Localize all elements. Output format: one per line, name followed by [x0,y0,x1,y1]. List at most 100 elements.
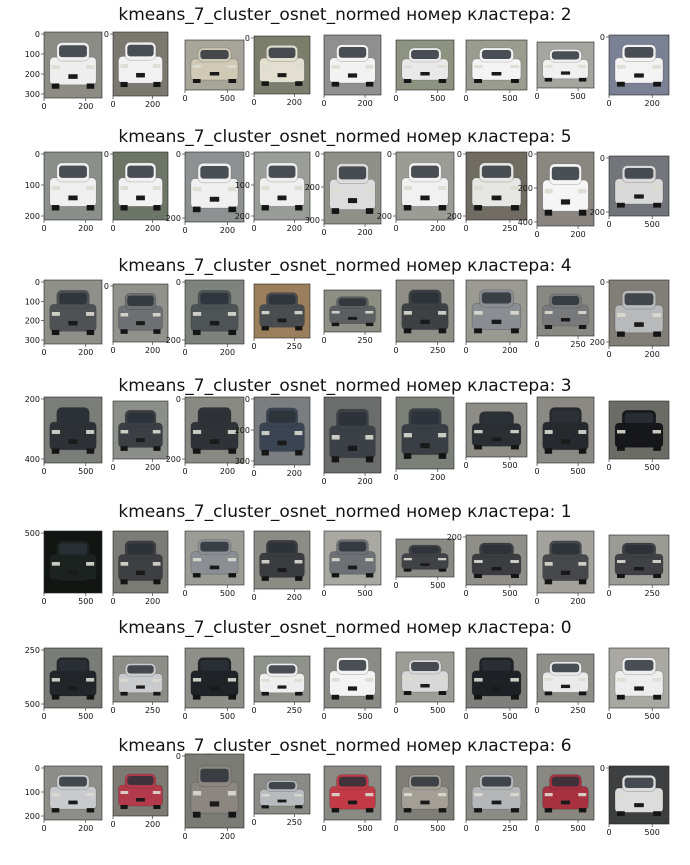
x-tick-label: 500 [502,712,517,721]
x-tick-label: 0 [251,593,256,602]
car-thumbnail: 0 500 [463,647,528,721]
x-tick-label: 0 [251,469,256,478]
x-tick-label: 0 [534,706,539,715]
x-tick-label: 200 [220,226,235,235]
axes-frame [112,283,169,343]
car-thumbnail: 0 200 0 100 200 300 [25,278,103,357]
x-tick-label: 250 [502,824,517,833]
x-tick-label: 0 [606,350,611,359]
x-tick-label: 500 [220,712,235,721]
x-tick-label: 250 [502,224,517,233]
y-tick-label: 0 [387,150,392,159]
y-tick-label: 100 [235,181,250,190]
y-tick-label: 300 [305,216,320,225]
car-thumbnail: 0 250 [606,534,670,598]
x-tick-label: 0 [534,92,539,101]
x-tick-label: 500 [502,94,517,103]
axes-frame [465,39,528,91]
axes-frame [323,647,382,709]
car-thumbnail: 0 500 0 [600,764,670,837]
axes-frame [253,283,311,339]
car-thumbnail: 0 250 [534,653,595,715]
x-tick-label: 0 [110,597,115,606]
car-thumbnail: 0 500 [606,647,670,721]
x-tick-label: 0 [110,224,115,233]
y-tick-label: 0 [35,30,40,39]
y-tick-label: 500 [25,529,40,538]
car-thumbnail: 0 250 [463,765,528,833]
x-tick-label: 0 [393,706,398,715]
x-tick-label: 200 [145,597,160,606]
axes-frame [323,289,382,333]
y-tick-label: 200 [305,183,320,192]
car-thumbnail: 0 250 [321,289,382,345]
axes-frame [536,530,595,594]
x-tick-label: 500 [645,463,660,472]
axes-frame [43,396,103,464]
y-tick-label: 100 [25,181,40,190]
x-tick-label: 500 [357,589,372,598]
x-tick-label: 0 [321,712,326,721]
car-thumbnail: 0 500 [463,402,528,470]
y-tick-label: 0 [315,150,320,159]
y-tick-label: 0 [245,150,250,159]
x-tick-label: 0 [41,824,46,833]
x-tick-label: 250 [145,706,160,715]
car-thumbnail: 0 200 [110,400,169,472]
car-thumbnail: 0 250 [110,655,169,715]
car-thumbnail: 0 500 [182,39,245,103]
axes-frame [608,279,670,347]
x-tick-label: 0 [393,581,398,590]
x-tick-label: 200 [430,473,445,482]
x-tick-label: 0 [110,706,115,715]
y-tick-label: 0 [104,30,109,39]
car-thumbnail: 0 200 0 [104,150,169,233]
axes-frame [608,647,670,709]
axes-frame [43,530,103,594]
axes-frame [253,655,311,703]
x-tick-label: 200 [357,99,372,108]
x-tick-label: 200 [145,820,160,829]
axes-frame [43,151,103,221]
y-tick-label: 200 [377,212,392,221]
cluster-title: kmeans_7_cluster_osnet_normed номер клас… [118,127,571,147]
axes-frame [184,279,245,345]
x-tick-label: 500 [570,92,585,101]
axes-frame [112,765,169,817]
x-tick-label: 200 [145,346,160,355]
y-tick-label: 0 [104,282,109,291]
car-thumbnail: 0 500 [534,765,595,833]
car-thumbnail: 0 200 0 200 300 [305,150,382,237]
x-tick-label: 0 [534,340,539,349]
y-tick-label: 0 [35,150,40,159]
x-tick-label: 0 [251,342,256,351]
y-tick-label: 0 [528,150,533,159]
x-tick-label: 200 [287,469,302,478]
axes-frame [465,647,528,709]
y-tick-label: 200 [25,317,40,326]
axes-frame [536,41,595,89]
axes-frame [465,534,528,586]
x-tick-label: 0 [182,348,187,357]
axes-frame [43,647,103,709]
axes-frame [323,151,382,225]
car-thumbnail: 0 500 [606,400,670,472]
car-thumbnail: 0 500 [321,647,382,721]
car-thumbnail: 0 200 [251,530,311,602]
x-tick-label: 200 [570,597,585,606]
car-thumbnail: 0 200 0 [600,33,670,108]
axes-frame [43,765,103,821]
y-tick-label: 400 [25,455,40,464]
axes-frame [608,765,670,825]
x-tick-label: 0 [110,820,115,829]
y-tick-label: 500 [25,700,40,709]
car-thumbnail: 0 500 [534,41,595,101]
x-tick-label: 0 [41,348,46,357]
car-thumbnail: 0 500 500 [25,529,103,606]
car-thumbnail: 0 500 [182,530,245,598]
